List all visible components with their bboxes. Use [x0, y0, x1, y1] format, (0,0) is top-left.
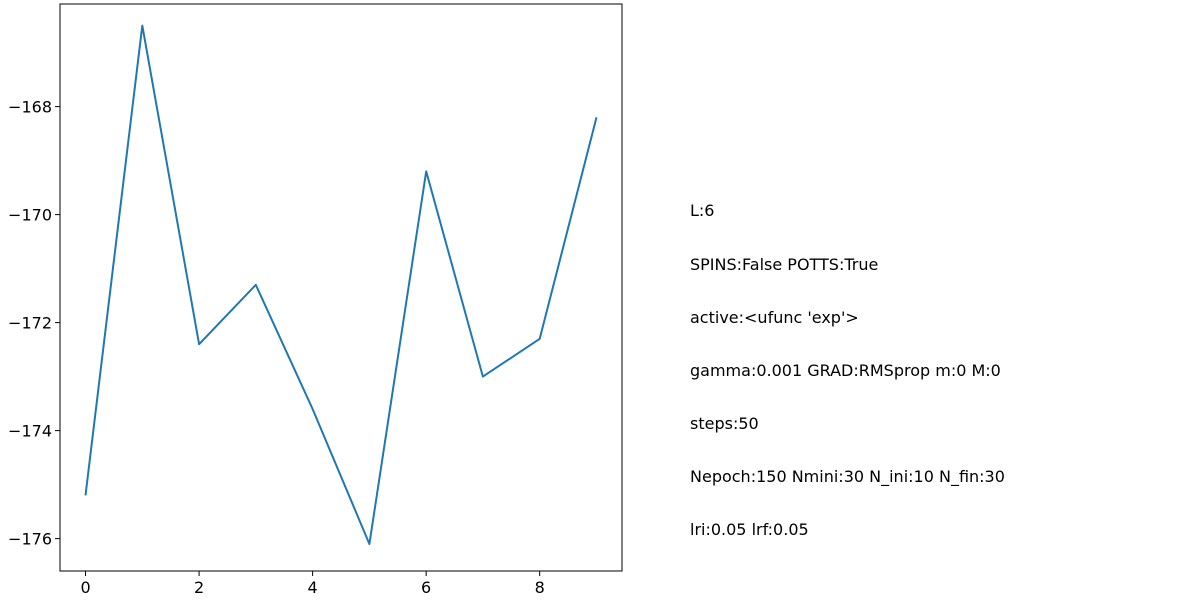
x-tick-label: 8 [535, 578, 545, 597]
y-tick-label: −170 [8, 206, 52, 225]
plot-frame [59, 3, 623, 572]
x-tick-label: 4 [308, 578, 318, 597]
parameter-annotation: L:6 SPINS:False POTTS:True active:<ufunc… [690, 167, 1005, 556]
y-tick-label: −172 [8, 314, 52, 333]
y-tick-label: −176 [8, 530, 52, 549]
annotation-line: SPINS:False POTTS:True [690, 254, 879, 274]
y-axis: −168 −170 −172 −174 −176 [8, 98, 60, 549]
x-tick-label: 0 [80, 578, 90, 597]
annotation-line: Nepoch:150 Nmini:30 N_ini:10 N_fin:30 [690, 466, 1005, 486]
x-axis: 0 2 4 6 8 [80, 571, 545, 597]
annotation-line: active:<ufunc 'exp'> [690, 307, 859, 327]
series-line [84, 24, 598, 545]
annotation-line: steps:50 [690, 413, 759, 433]
annotation-line: gamma:0.001 GRAD:RMSprop m:0 M:0 [690, 360, 1001, 380]
x-tick-label: 2 [194, 578, 204, 597]
annotation-line: lri:0.05 lrf:0.05 [690, 520, 809, 540]
y-tick-label: −174 [8, 422, 52, 441]
x-tick-label: 6 [421, 578, 431, 597]
y-tick-label: −168 [8, 98, 52, 117]
annotation-line: L:6 [690, 201, 715, 221]
plot-area [60, 4, 622, 571]
